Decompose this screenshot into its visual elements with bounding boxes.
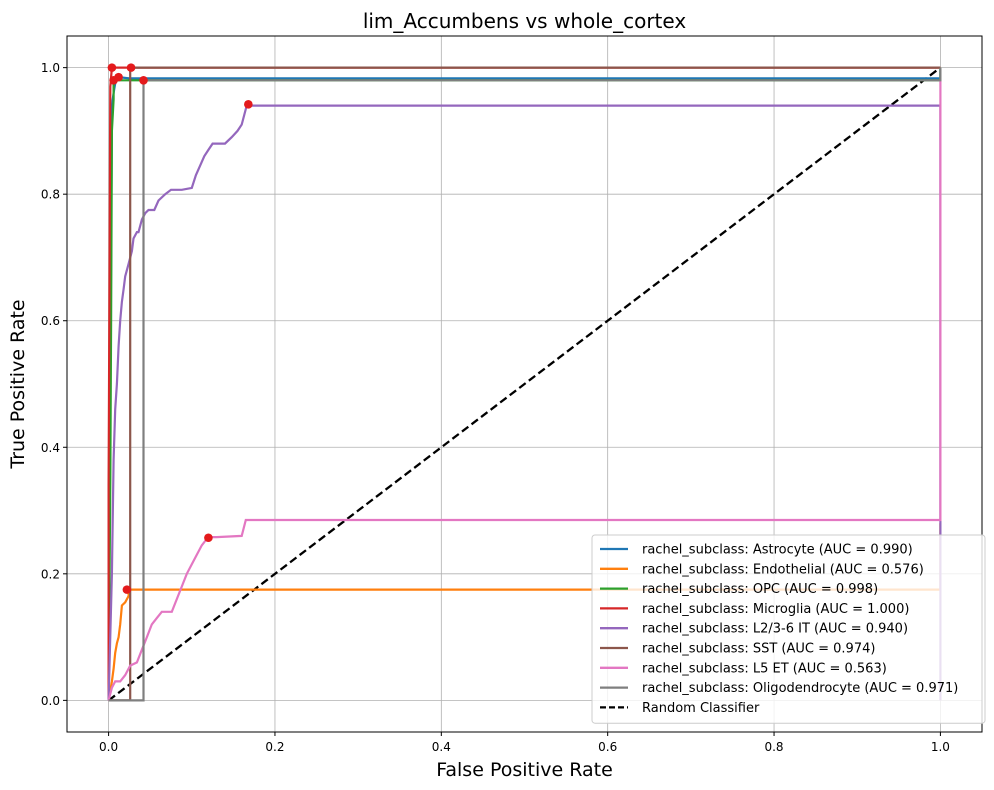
threshold-marker <box>126 63 136 72</box>
y-tick-label: 0.8 <box>41 188 60 202</box>
legend-label: rachel_subclass: Endothelial (AUC = 0.57… <box>642 562 924 577</box>
y-tick-label: 0.6 <box>41 314 60 328</box>
y-tick-label: 0.0 <box>41 694 60 708</box>
threshold-marker <box>107 63 117 72</box>
x-axis-label: False Positive Rate <box>436 759 613 781</box>
y-tick-label: 0.2 <box>41 567 60 581</box>
x-tick-label: 1.0 <box>931 740 950 754</box>
threshold-marker <box>122 585 132 594</box>
y-axis-label: True Positive Rate <box>7 299 29 469</box>
x-tick-label: 0.2 <box>265 740 284 754</box>
threshold-marker <box>204 533 213 543</box>
legend-label: rachel_subclass: Astrocyte (AUC = 0.990) <box>642 543 913 558</box>
x-tick-label: 0.8 <box>764 740 783 754</box>
chart-title: lim_Accumbens vs whole_cortex <box>363 9 687 33</box>
legend: rachel_subclass: Astrocyte (AUC = 0.990)… <box>591 534 986 724</box>
threshold-marker <box>244 100 253 109</box>
threshold-marker <box>109 75 118 85</box>
legend-label: rachel_subclass: L5 ET (AUC = 0.563) <box>642 661 887 676</box>
legend-label: rachel_subclass: Oligodendrocyte (AUC = … <box>642 681 958 696</box>
x-tick-label: 0.0 <box>99 740 118 754</box>
y-tick-label: 0.4 <box>41 441 60 455</box>
x-tick-label: 0.6 <box>598 740 617 754</box>
x-ticks: 0.0 0.2 0.4 0.6 0.8 1.0 <box>99 732 950 754</box>
legend-label: rachel_subclass: SST (AUC = 0.974) <box>642 642 875 657</box>
reference-line <box>107 66 942 702</box>
legend-label: Random Classifier <box>642 701 760 716</box>
threshold-marker <box>139 75 148 85</box>
legend-label: rachel_subclass: Microglia (AUC = 1.000) <box>642 602 909 617</box>
plot-frame <box>66 35 983 733</box>
markers-layer <box>107 63 253 594</box>
series-line <box>107 80 942 701</box>
y-tick-label: 1.0 <box>41 61 60 75</box>
legend-label: rachel_subclass: OPC (AUC = 0.998) <box>642 582 878 597</box>
x-tick-label: 0.4 <box>432 740 451 754</box>
y-ticks: 0.0 0.2 0.4 0.6 0.8 1.0 <box>41 61 67 708</box>
legend-box <box>591 534 986 724</box>
legend-label: rachel_subclass: L2/3-6 IT (AUC = 0.940) <box>642 622 908 637</box>
series-line <box>107 104 942 701</box>
